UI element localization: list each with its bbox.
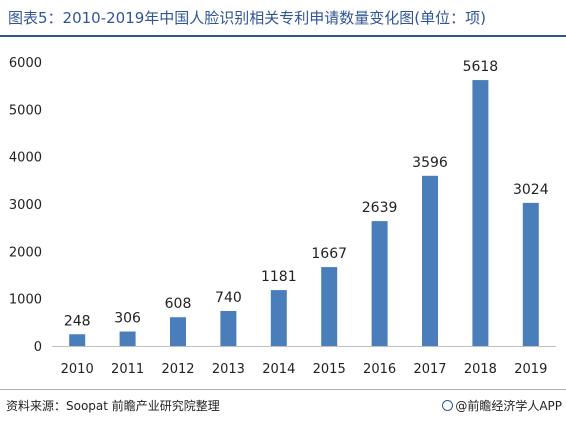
x-axis: 2010 2011 2012 2013 2014 2015 2016 2017 2018 2019 (52, 346, 556, 377)
bar (422, 175, 438, 346)
bar (371, 221, 388, 346)
y-tick-label: 6000 (9, 56, 42, 71)
data-label: 2639 (362, 200, 398, 216)
x-tick-label: 2015 (313, 362, 346, 377)
bar (270, 290, 287, 346)
title-divider (0, 35, 566, 37)
data-label: 608 (165, 296, 192, 312)
data-label: 306 (114, 311, 141, 327)
y-axis: 0 1000 2000 3000 4000 5000 6000 (9, 56, 42, 355)
brand-credit: @前瞻经济学人APP (442, 397, 562, 414)
x-tick-label: 2010 (61, 362, 94, 377)
data-label: 1667 (311, 246, 347, 262)
x-tick-label: 2013 (212, 362, 245, 377)
data-label: 3596 (412, 155, 448, 171)
data-labels: 248 306 608 740 1181 1667 2639 3596 5618 3024 (64, 59, 549, 329)
data-label: 248 (64, 313, 91, 329)
y-tick-label: 2000 (9, 245, 42, 260)
x-tick-label: 2011 (111, 362, 144, 377)
x-tick-label: 2017 (413, 362, 446, 377)
y-tick-label: 3000 (9, 198, 42, 213)
brand-text: @前瞻经济学人APP (455, 399, 562, 413)
x-tick-label: 2019 (514, 362, 547, 377)
x-tick-label: 2016 (363, 362, 396, 377)
y-tick-label: 1000 (9, 293, 42, 308)
x-tick-label: 2014 (262, 362, 295, 377)
y-tick-label: 5000 (9, 103, 42, 118)
brand-logo-icon (442, 400, 454, 411)
bar-series (69, 80, 539, 347)
data-label: 1181 (261, 269, 297, 285)
x-tick-label: 2012 (161, 362, 194, 377)
y-tick-label: 0 (34, 340, 42, 355)
bar (69, 334, 86, 346)
bar (522, 202, 539, 346)
y-tick-label: 4000 (9, 151, 42, 166)
data-label: 5618 (463, 59, 499, 75)
bar (321, 267, 338, 346)
bar (170, 317, 186, 346)
bar (119, 331, 136, 346)
bar (472, 80, 489, 347)
source-note: 资料来源：Soopat 前瞻产业研究院整理 (6, 399, 220, 413)
footer-divider (0, 389, 566, 390)
chart-title: 图表5：2010-2019年中国人脸识别相关专利申请数量变化图(单位：项) (8, 9, 487, 27)
x-tick-label: 2018 (464, 362, 497, 377)
data-label: 740 (215, 290, 242, 306)
data-label: 3024 (513, 182, 549, 198)
bar (220, 310, 237, 346)
